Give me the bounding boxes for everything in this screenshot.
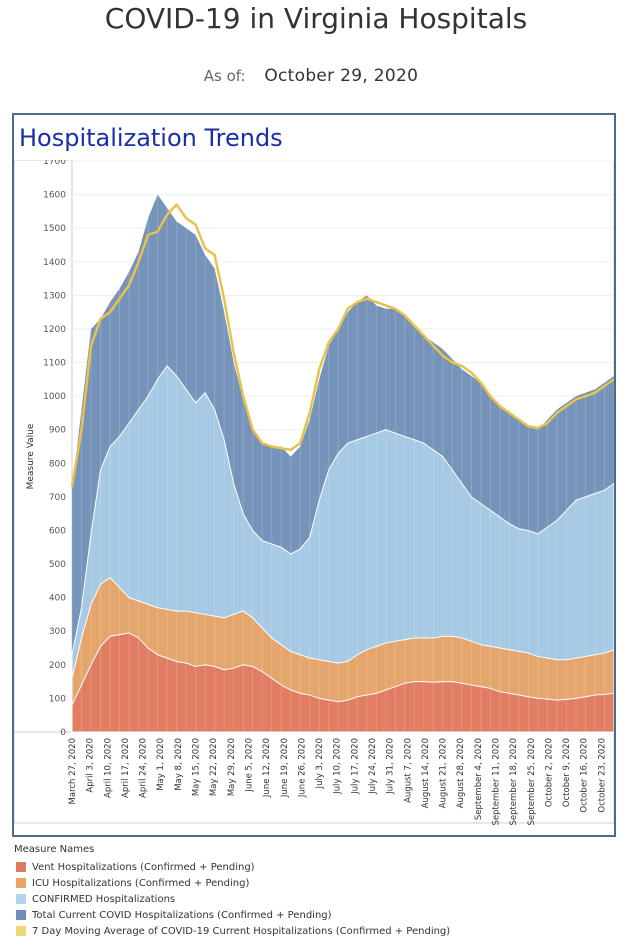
y-tick-label: 100: [49, 694, 66, 704]
as-of-label: As of:: [203, 67, 246, 85]
x-tick-label: July 10, 2020: [333, 738, 343, 795]
legend-label-vent: Vent Hospitalizations (Confirmed + Pendi…: [32, 861, 255, 873]
legend-label-total: Total Current COVID Hospitalizations (Co…: [32, 909, 332, 921]
as-of-row: As of: October 29, 2020: [0, 66, 622, 86]
y-tick-label: 300: [49, 627, 66, 637]
y-tick-label: 400: [49, 594, 66, 604]
y-tick-label: 1400: [43, 258, 66, 268]
y-tick-label: 1200: [43, 325, 66, 335]
legend-label-icu: ICU Hospitalizations (Confirmed + Pendin…: [32, 877, 250, 889]
x-tick-label: July 17, 2020: [350, 738, 360, 795]
x-tick-label: September 11, 2020: [492, 738, 502, 825]
x-tick-label: October 23, 2020: [597, 738, 607, 813]
y-tick-label: 0: [60, 728, 66, 738]
page-title: COVID-19 in Virginia Hospitals: [104, 2, 528, 35]
x-tick-label: August 14, 2020: [421, 738, 431, 808]
y-tick-label: 1300: [43, 291, 66, 301]
y-axis-band: [14, 160, 73, 733]
x-tick-label: April 3, 2020: [86, 738, 96, 793]
x-tick-label: June 19, 2020: [280, 738, 290, 798]
x-tick-label: July 3, 2020: [315, 738, 325, 789]
y-tick-label: 500: [49, 560, 66, 570]
y-tick-label: 600: [49, 526, 66, 536]
y-tick-label: 1000: [43, 392, 66, 402]
x-tick-label: May 15, 2020: [192, 738, 202, 796]
y-tick-label: 1500: [43, 224, 66, 234]
legend-title: Measure Names: [14, 844, 95, 855]
x-tick-label: June 26, 2020: [297, 738, 307, 798]
as-of-date: October 29, 2020: [264, 66, 419, 86]
legend-swatch-confirmed: [16, 894, 26, 904]
x-tick-label: March 27, 2020: [68, 738, 78, 804]
x-tick-label: September 18, 2020: [509, 738, 519, 825]
series-line-moving-average[interactable]: [70, 203, 614, 488]
x-tick-label: September 25, 2020: [527, 738, 537, 825]
legend-item-confirmed[interactable]: CONFIRMED Hospitalizations: [16, 892, 175, 906]
legend-swatch-icu: [16, 878, 26, 888]
legend-item-moving-average[interactable]: 7 Day Moving Average of COVID-19 Current…: [16, 924, 450, 938]
x-tick-label: April 10, 2020: [103, 738, 113, 798]
x-tick-label: October 16, 2020: [580, 738, 590, 813]
y-axis-label: Measure Value: [26, 423, 36, 489]
legend-item-icu[interactable]: ICU Hospitalizations (Confirmed + Pendin…: [16, 876, 249, 890]
y-tick-label: 1600: [43, 191, 66, 201]
x-tick-label: July 31, 2020: [386, 738, 396, 795]
y-tick-label: 1100: [43, 359, 66, 369]
x-tick-label: June 5, 2020: [244, 738, 254, 793]
x-tick-label: April 17, 2020: [121, 738, 131, 798]
hospitalization-chart[interactable]: 0 100 200 300 400 500 600 700 800 900 1000 1100 1200…: [14, 160, 614, 825]
x-tick-label: July 24, 2020: [368, 738, 378, 795]
panel-title: Hospitalization Trends: [19, 124, 283, 152]
y-tick-label: 700: [49, 493, 66, 503]
x-tick-label: October 2, 2020: [544, 738, 554, 807]
legend-item-total[interactable]: Total Current COVID Hospitalizations (Co…: [16, 908, 332, 922]
series-area-vent[interactable]: [71, 632, 614, 733]
legend-swatch-vent: [16, 862, 26, 872]
x-tick-label: April 24, 2020: [139, 738, 149, 798]
y-tick-label: 900: [49, 426, 66, 436]
y-tick-label: 1700: [43, 160, 66, 167]
y-tick-label: 800: [49, 459, 66, 469]
chart-panel: [12, 113, 616, 837]
y-tick-label: 200: [49, 661, 66, 671]
x-tick-label: June 12, 2020: [262, 738, 272, 798]
x-tick-label: May 22, 2020: [209, 738, 219, 796]
legend-label-confirmed: CONFIRMED Hospitalizations: [32, 893, 176, 905]
x-tick-label: May 29, 2020: [227, 738, 237, 796]
x-tick-label: September 4, 2020: [474, 738, 484, 820]
legend-item-vent[interactable]: Vent Hospitalizations (Confirmed + Pendi…: [16, 860, 255, 874]
x-tick-label: October 9, 2020: [562, 738, 572, 807]
x-tick-label: August 28, 2020: [456, 738, 466, 808]
x-tick-label: May 1, 2020: [156, 738, 166, 791]
x-tick-label: August 21, 2020: [439, 738, 449, 808]
x-tick-label: August 7, 2020: [403, 738, 413, 803]
legend-swatch-moving-average: [16, 926, 26, 936]
legend-label-moving-average: 7 Day Moving Average of COVID-19 Current…: [32, 925, 451, 937]
x-tick-label: May 8, 2020: [174, 738, 184, 791]
legend-swatch-total: [16, 910, 26, 920]
